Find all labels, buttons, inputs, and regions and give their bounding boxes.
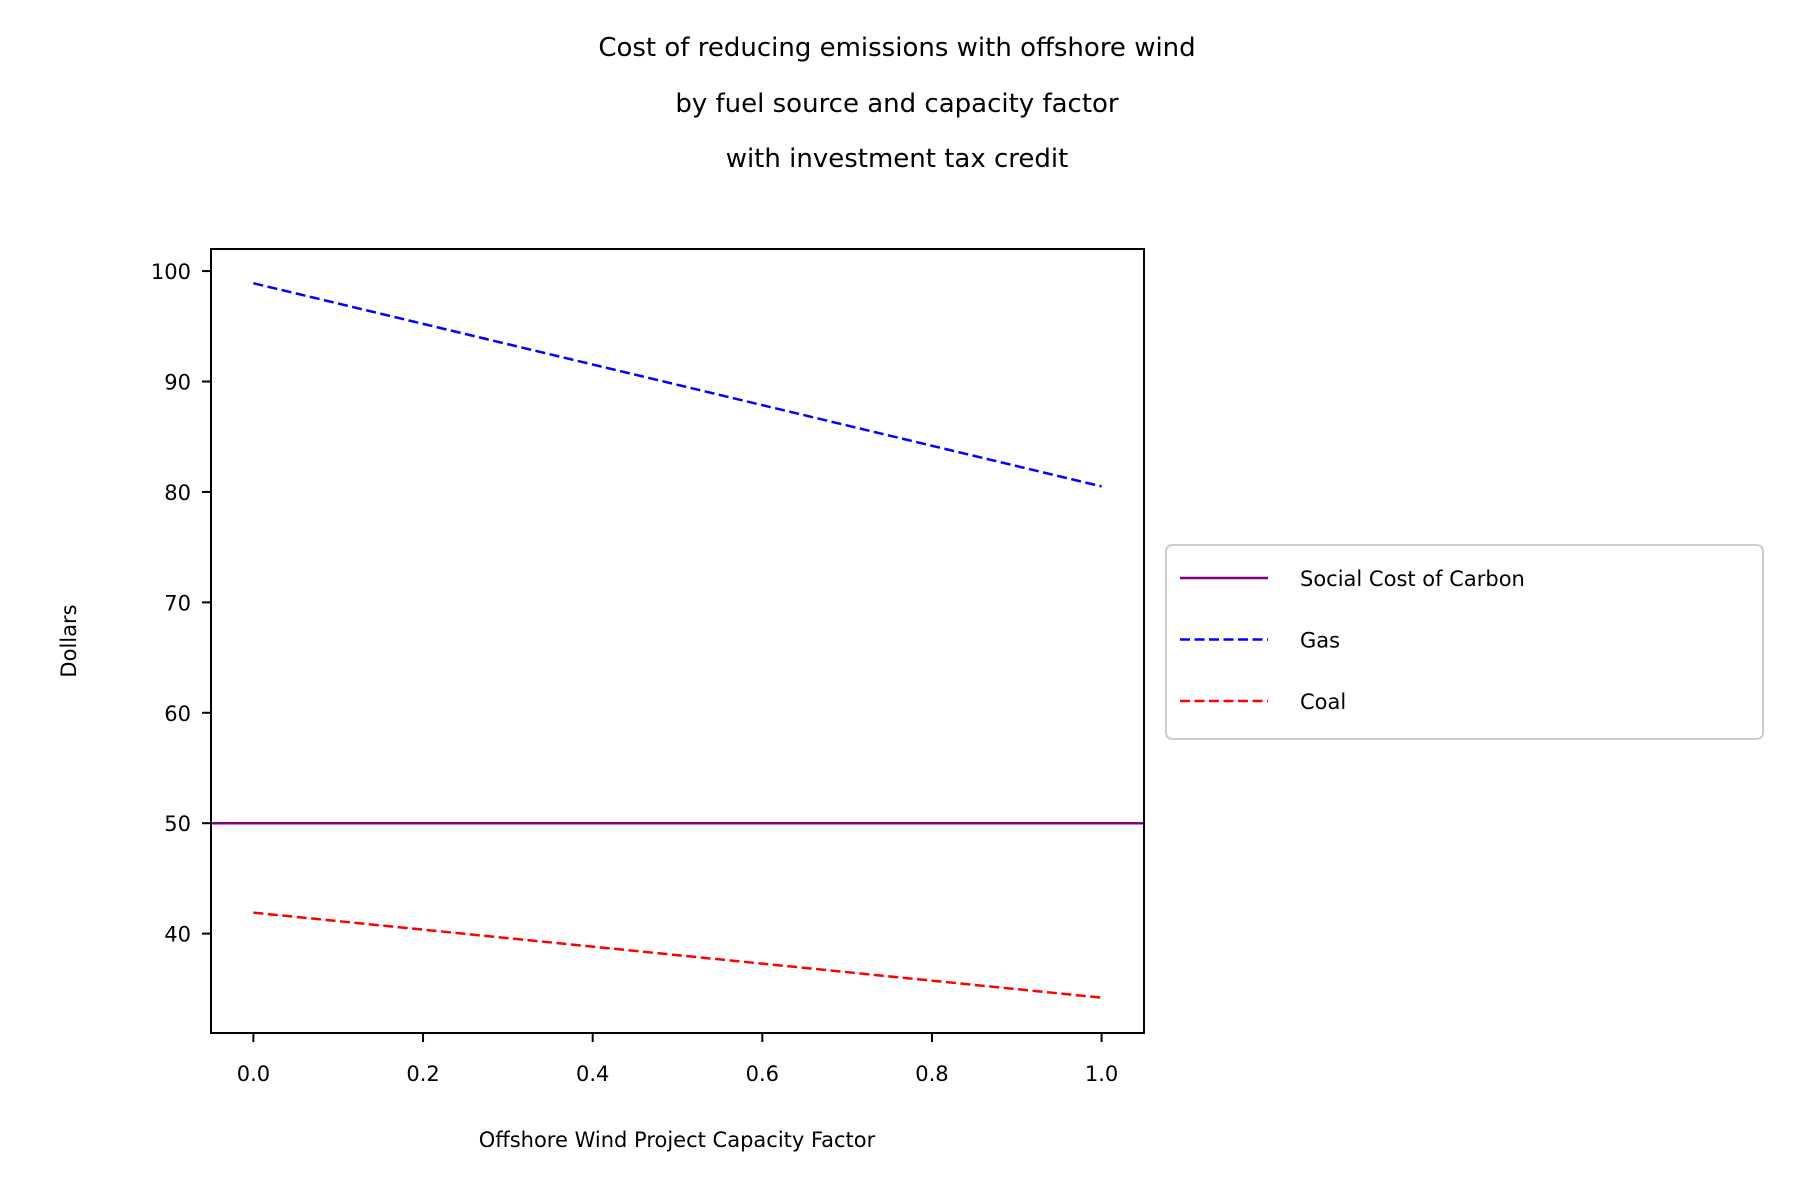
- legend-frame: [1165, 544, 1764, 740]
- plot-series: [211, 282, 1144, 999]
- legend-label-coal: Coal: [1300, 690, 1346, 714]
- x-tick-label: 0.8: [915, 1062, 948, 1086]
- legend-label-gas: Gas: [1300, 629, 1340, 653]
- series-line-gas: [253, 282, 1102, 488]
- x-tick-label: 0.2: [406, 1062, 439, 1086]
- x-tick-label: 1.0: [1085, 1062, 1118, 1086]
- series-line-coal: [253, 911, 1102, 999]
- y-tick-label: 40: [164, 923, 191, 947]
- x-tick-label: 0.4: [576, 1062, 609, 1086]
- y-tick-label: 100: [151, 260, 191, 284]
- chart-title-line-3: with investment tax credit: [726, 144, 1069, 174]
- x-tick-label: 0.0: [237, 1062, 270, 1086]
- y-tick-label: 90: [164, 371, 191, 395]
- y-tick-label: 70: [164, 591, 191, 615]
- y-axis: 40 50 60 70 80 90 100: [151, 260, 211, 947]
- chart-title: Cost of reducing emissions with offshore…: [598, 33, 1195, 174]
- plot-frame: [210, 248, 1145, 1034]
- y-tick-label: 60: [164, 702, 191, 726]
- y-tick-label: 80: [164, 481, 191, 505]
- chart-title-line-2: by fuel source and capacity factor: [675, 89, 1119, 119]
- chart-title-line-1: Cost of reducing emissions with offshore…: [598, 33, 1195, 63]
- y-axis-label: Dollars: [57, 604, 81, 677]
- x-tick-label: 0.6: [746, 1062, 779, 1086]
- x-axis-label: Offshore Wind Project Capacity Factor: [479, 1128, 876, 1152]
- legend-items: Social Cost of Carbon Gas Coal: [1180, 567, 1525, 714]
- legend: Social Cost of Carbon Gas Coal: [1165, 544, 1764, 740]
- legend-label-social-cost-of-carbon: Social Cost of Carbon: [1300, 567, 1525, 591]
- y-tick-label: 50: [164, 812, 191, 836]
- x-axis: 0.0 0.2 0.4 0.6 0.8 1.0: [237, 1033, 1118, 1086]
